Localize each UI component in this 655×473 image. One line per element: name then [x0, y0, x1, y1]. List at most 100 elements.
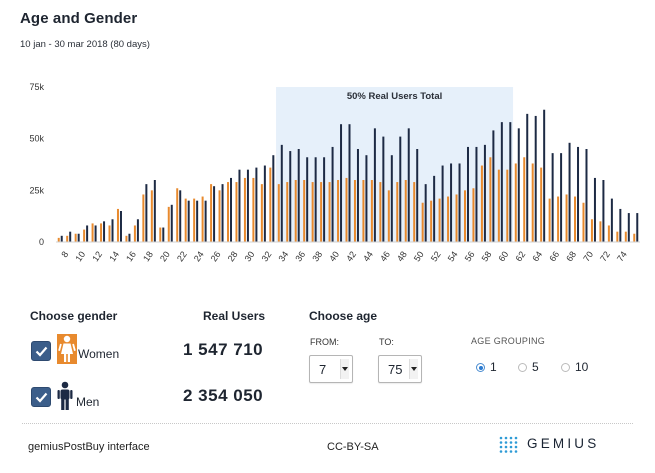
gender-heading: Choose gender	[30, 309, 118, 323]
women-bar	[514, 163, 517, 242]
age-to-select[interactable]: 75	[378, 355, 422, 383]
radio-button[interactable]	[561, 363, 570, 372]
men-bar	[94, 225, 97, 242]
women-bar	[463, 190, 466, 242]
women-bar	[277, 184, 280, 242]
men-bar	[306, 157, 309, 242]
women-bar	[150, 190, 153, 242]
x-tick-label: 52	[429, 249, 443, 263]
women-bar	[582, 202, 585, 242]
men-bar	[60, 235, 63, 242]
men-bar	[636, 213, 639, 242]
women-bar	[201, 196, 204, 242]
women-bar	[455, 194, 458, 242]
women-bar	[235, 182, 238, 242]
to-label: TO:	[379, 337, 394, 347]
women-bar	[489, 157, 492, 242]
men-bar	[230, 177, 233, 242]
women-bar	[100, 223, 103, 242]
men-bar	[213, 186, 216, 242]
men-bar	[86, 225, 89, 242]
men-label: Men	[76, 395, 100, 409]
x-tick-label: 48	[395, 249, 409, 263]
x-tick-label: 36	[293, 249, 307, 263]
men-bar	[238, 169, 241, 242]
y-tick-label: 25k	[29, 185, 44, 195]
men-bar	[551, 153, 554, 242]
women-bar	[320, 182, 323, 242]
women-bar	[303, 180, 306, 242]
men-bar	[280, 144, 283, 242]
men-bar	[450, 163, 453, 242]
radio-button[interactable]	[476, 363, 485, 372]
women-bar	[311, 182, 314, 242]
men-bar	[263, 165, 266, 242]
chevron-down-icon	[409, 359, 418, 379]
men-bar	[585, 149, 588, 242]
men-bar	[365, 155, 368, 242]
radio-button[interactable]	[518, 363, 527, 372]
men-bar	[77, 233, 80, 242]
women-bar	[260, 184, 263, 242]
women-bar	[624, 231, 627, 242]
x-tick-label: 66	[547, 249, 561, 263]
women-bar	[557, 196, 560, 242]
men-bar	[390, 155, 393, 242]
women-bar	[193, 198, 196, 242]
women-bar	[108, 225, 111, 242]
men-bar	[610, 198, 613, 242]
x-tick-label: 24	[192, 249, 206, 263]
gemius-logo-text: GEMIUS	[527, 436, 600, 451]
men-bar	[627, 213, 630, 242]
men-bar	[246, 169, 249, 242]
men-bar	[272, 155, 275, 242]
x-tick-label: 58	[480, 249, 494, 263]
women-bar	[167, 206, 170, 242]
men-checkbox[interactable]	[31, 387, 51, 407]
men-bar	[424, 184, 427, 242]
men-bar	[373, 128, 376, 242]
women-bar	[421, 202, 424, 242]
from-label: FROM:	[310, 337, 339, 347]
men-bar	[602, 180, 605, 242]
men-bar	[577, 146, 580, 242]
men-bar	[255, 167, 258, 242]
women-bar	[430, 200, 433, 242]
women-bar	[438, 198, 441, 242]
men-bar	[297, 149, 300, 242]
age-to-value: 75	[388, 362, 403, 377]
man-icon	[57, 381, 73, 410]
women-real-users: 1 547 710	[183, 340, 264, 359]
x-tick-label: 8	[59, 249, 70, 259]
women-label: Women	[78, 347, 120, 361]
highlight-label: 50% Real Users Total	[347, 91, 442, 102]
men-bar	[407, 128, 410, 242]
men-bar	[331, 146, 334, 242]
real-users-heading: Real Users	[203, 309, 266, 323]
women-bar	[210, 184, 213, 242]
men-bar	[111, 219, 114, 242]
women-bar	[548, 198, 551, 242]
men-bar	[69, 231, 72, 242]
y-tick-label: 75k	[29, 82, 44, 92]
women-bar	[565, 194, 568, 242]
x-tick-label: 18	[141, 249, 155, 263]
women-checkbox[interactable]	[31, 341, 51, 361]
x-tick-label: 30	[243, 249, 257, 263]
women-bar	[387, 190, 390, 242]
women-bar	[328, 182, 331, 242]
age-gender-chart: 50% Real Users Total 0 25k 50k 75k 8 10 12 14 16 1…	[29, 82, 640, 263]
age-from-select[interactable]: 7	[309, 355, 353, 383]
check-icon	[35, 346, 48, 357]
men-real-users: 2 354 050	[183, 386, 264, 405]
x-tick-label: 12	[90, 249, 104, 263]
highlight-band	[276, 87, 514, 242]
men-bar	[593, 177, 596, 242]
footer-divider	[22, 423, 633, 424]
women-bar	[523, 157, 526, 242]
women-bar	[616, 231, 619, 242]
men-bar	[187, 200, 190, 242]
x-tick-label: 10	[73, 249, 87, 263]
x-tick-label: 42	[344, 249, 358, 263]
men-bar	[509, 122, 512, 242]
